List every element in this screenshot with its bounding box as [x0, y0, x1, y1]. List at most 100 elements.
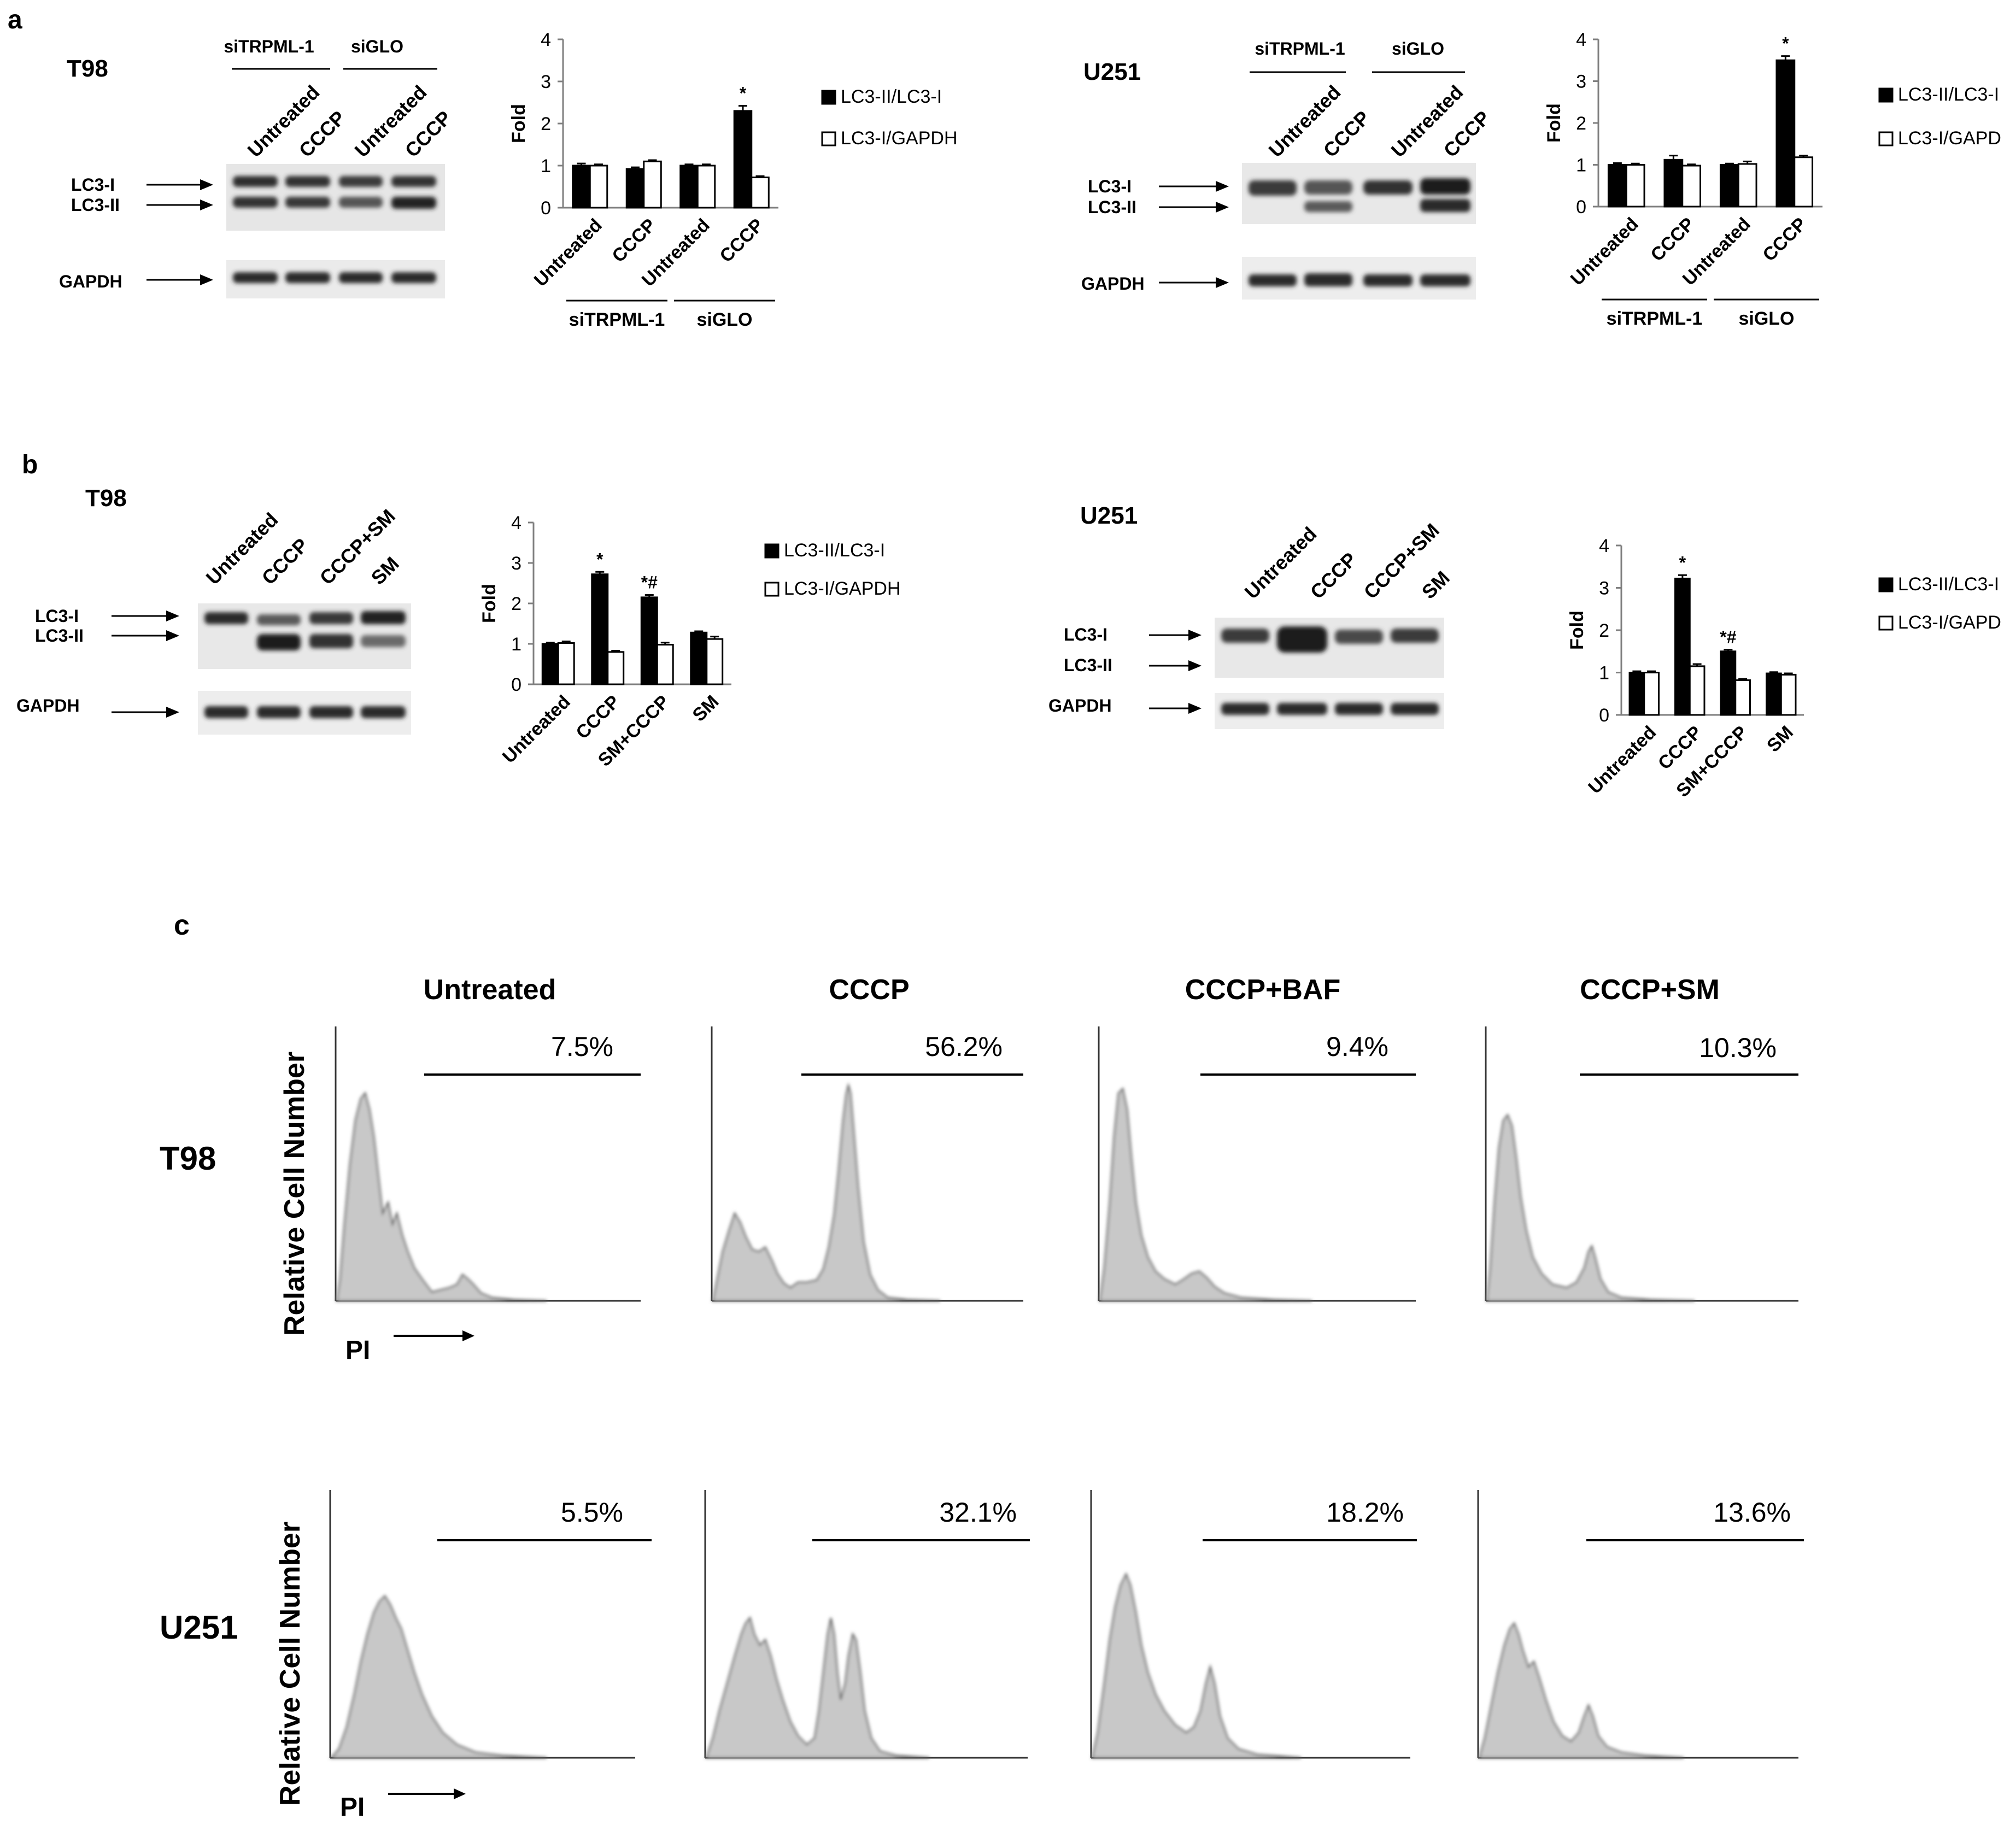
- legend-swatch: [1878, 615, 1894, 631]
- band-label: GAPDH: [1081, 274, 1145, 294]
- y-tick-label: 0: [541, 198, 551, 219]
- cell-line-label: T98: [85, 485, 127, 512]
- significance-mark: *#: [1720, 627, 1736, 647]
- blot-band: [391, 272, 436, 283]
- legend-label: LC3-I/GAPD: [1898, 612, 2001, 633]
- bar: [1625, 164, 1645, 208]
- blot-a-u251: U251 siTRPML-1 siGLO Untreated CCCP Untr…: [1081, 39, 1495, 300]
- bar: [591, 573, 609, 685]
- blot-band: [1420, 178, 1470, 195]
- histogram-u251-cccp-sm: 13.6%: [1477, 1490, 1804, 1759]
- cell-line-label: U251: [1080, 502, 1138, 529]
- blot-band: [1249, 180, 1297, 196]
- blot-band: [1363, 274, 1413, 286]
- blot-b-t98: T98 Untreated CCCP CCCP+SM SM LC3-I LC3-…: [16, 485, 411, 735]
- x-tick-label: Untreated: [499, 691, 575, 767]
- legend-swatch: [821, 131, 836, 146]
- blot-band: [391, 197, 436, 209]
- bar: [656, 643, 674, 685]
- blot-band: [233, 197, 278, 208]
- band-label: LC3-I: [1088, 177, 1132, 196]
- legend-swatch: [764, 582, 780, 597]
- lane-label: CCCP: [257, 534, 313, 589]
- bar: [589, 165, 608, 209]
- group-label: siGLO: [1738, 308, 1794, 329]
- percentage-label: 32.1%: [939, 1497, 1017, 1528]
- pi-arrow-icon: [394, 1330, 474, 1341]
- legend-swatch: [1878, 577, 1894, 592]
- bar: [1607, 164, 1627, 208]
- blot-band: [285, 176, 330, 187]
- cell-line-label: U251: [1083, 58, 1141, 85]
- y-tick-label: 2: [511, 594, 521, 614]
- histogram-u251-cccp: 32.1%: [704, 1490, 1030, 1759]
- histogram-curve: [1099, 1087, 1312, 1302]
- arrow: [112, 630, 179, 641]
- x-tick-label: CCCP: [608, 215, 660, 267]
- legend-label: LC3-II/LC3-I: [1898, 84, 1999, 105]
- bar: [1719, 164, 1739, 208]
- histogram-curve: [336, 1091, 547, 1302]
- group-label: siGLO: [696, 309, 752, 330]
- y-axis-label: Relative Cell Number: [274, 1522, 306, 1806]
- arrow: [146, 199, 213, 210]
- bar: [1720, 650, 1737, 716]
- histogram-t98-cccp-baf: 9.4%: [1098, 1026, 1416, 1302]
- x-tick-label: CCCP: [1646, 214, 1698, 266]
- bar: [1689, 665, 1706, 716]
- group-label: siGLO: [351, 37, 403, 56]
- arrow: [1149, 660, 1202, 671]
- blot-band: [1277, 703, 1327, 715]
- blot-band: [339, 272, 383, 283]
- legend-swatch: [1878, 131, 1894, 146]
- percentage-label: 9.4%: [1326, 1031, 1388, 1062]
- group-label: siTRPML-1: [1607, 308, 1703, 329]
- blot-band: [1304, 180, 1352, 195]
- y-tick-label: 2: [541, 114, 551, 134]
- y-tick-label: 1: [541, 156, 551, 177]
- blot-band: [1249, 274, 1297, 286]
- y-tick-label: 1: [1599, 663, 1609, 684]
- blot-band: [285, 272, 330, 283]
- histogram-curve: [1478, 1622, 1684, 1759]
- x-tick-label: CCCP: [1759, 214, 1810, 266]
- histogram-curve: [705, 1616, 930, 1759]
- histogram-curve: [1091, 1572, 1302, 1759]
- legend-label: LC3-I/GAPD: [1898, 128, 2001, 149]
- arrow: [146, 179, 213, 190]
- bar: [1734, 679, 1751, 716]
- bar: [1674, 577, 1691, 716]
- y-tick-label: 2: [1576, 113, 1586, 134]
- bar: [751, 177, 770, 209]
- condition-title: CCCP: [829, 974, 909, 1006]
- bar: [1681, 165, 1702, 208]
- y-tick-label: 2: [1599, 620, 1609, 641]
- x-tick-label: Untreated: [530, 215, 606, 291]
- histogram-t98-cccp-sm: 10.3%: [1485, 1026, 1798, 1302]
- bar: [733, 110, 753, 209]
- blot-band: [1277, 626, 1327, 653]
- blot-band: [361, 706, 406, 718]
- bar: [1628, 672, 1645, 716]
- condition-title: Untreated: [424, 974, 556, 1006]
- bar: [1643, 672, 1660, 716]
- arrow: [112, 707, 179, 718]
- histogram-u251-untreated: 5.5%: [329, 1490, 652, 1759]
- row-cell-line-label: U251: [160, 1609, 238, 1646]
- row-cell-line-label: T98: [160, 1140, 216, 1177]
- blot-band: [361, 635, 406, 647]
- blot-band: [391, 176, 436, 187]
- bar: [1663, 159, 1684, 208]
- significance-mark: *: [1782, 34, 1789, 54]
- bar: [706, 638, 724, 685]
- bar: [1794, 156, 1814, 208]
- y-tick-label: 4: [1576, 30, 1586, 50]
- blot-band: [1420, 274, 1470, 286]
- histogram-curve: [329, 1594, 547, 1759]
- x-tick-label: Untreated: [1567, 214, 1643, 290]
- histogram-u251-cccp-baf: 18.2%: [1090, 1490, 1417, 1759]
- y-tick-label: 3: [1576, 72, 1586, 92]
- panel-b-letter: b: [22, 450, 38, 479]
